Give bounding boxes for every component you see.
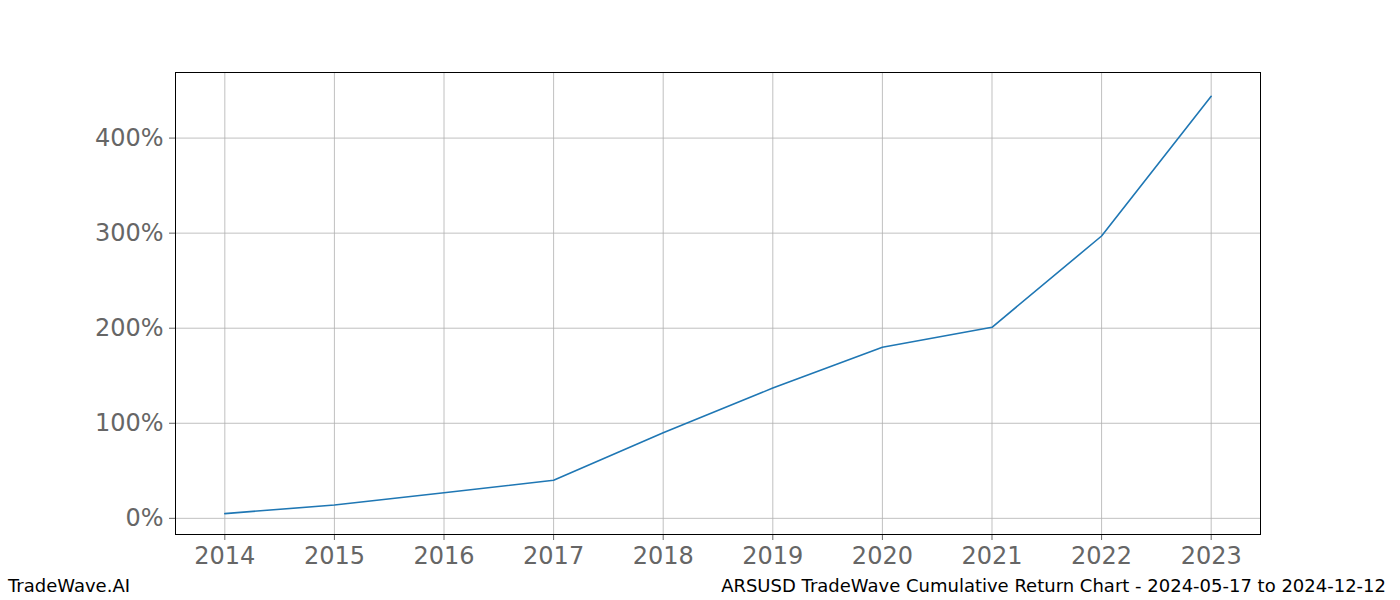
html-text:TradeWave.AI: TradeWave.AI bbox=[8, 575, 130, 596]
svg-text:2022: 2022 bbox=[1071, 542, 1132, 570]
svg-text:2016: 2016 bbox=[413, 542, 474, 570]
html-text:ARSUSD TradeWave Cumulative Re: ARSUSD TradeWave Cumulative Return Chart… bbox=[721, 575, 1386, 596]
svg-text:0%: 0% bbox=[125, 504, 163, 532]
svg-text:300%: 300% bbox=[95, 219, 164, 247]
svg-text:400%: 400% bbox=[95, 124, 164, 152]
svg-text:100%: 100% bbox=[95, 409, 164, 437]
svg-text:2017: 2017 bbox=[523, 542, 584, 570]
svg-text:2018: 2018 bbox=[633, 542, 694, 570]
svg-text:2015: 2015 bbox=[304, 542, 365, 570]
svg-text:2014: 2014 bbox=[194, 542, 255, 570]
svg-text:2020: 2020 bbox=[852, 542, 913, 570]
svg-text:2021: 2021 bbox=[961, 542, 1022, 570]
svg-text:200%: 200% bbox=[95, 314, 164, 342]
svg-text:2023: 2023 bbox=[1181, 542, 1242, 570]
svg-text:2019: 2019 bbox=[742, 542, 803, 570]
